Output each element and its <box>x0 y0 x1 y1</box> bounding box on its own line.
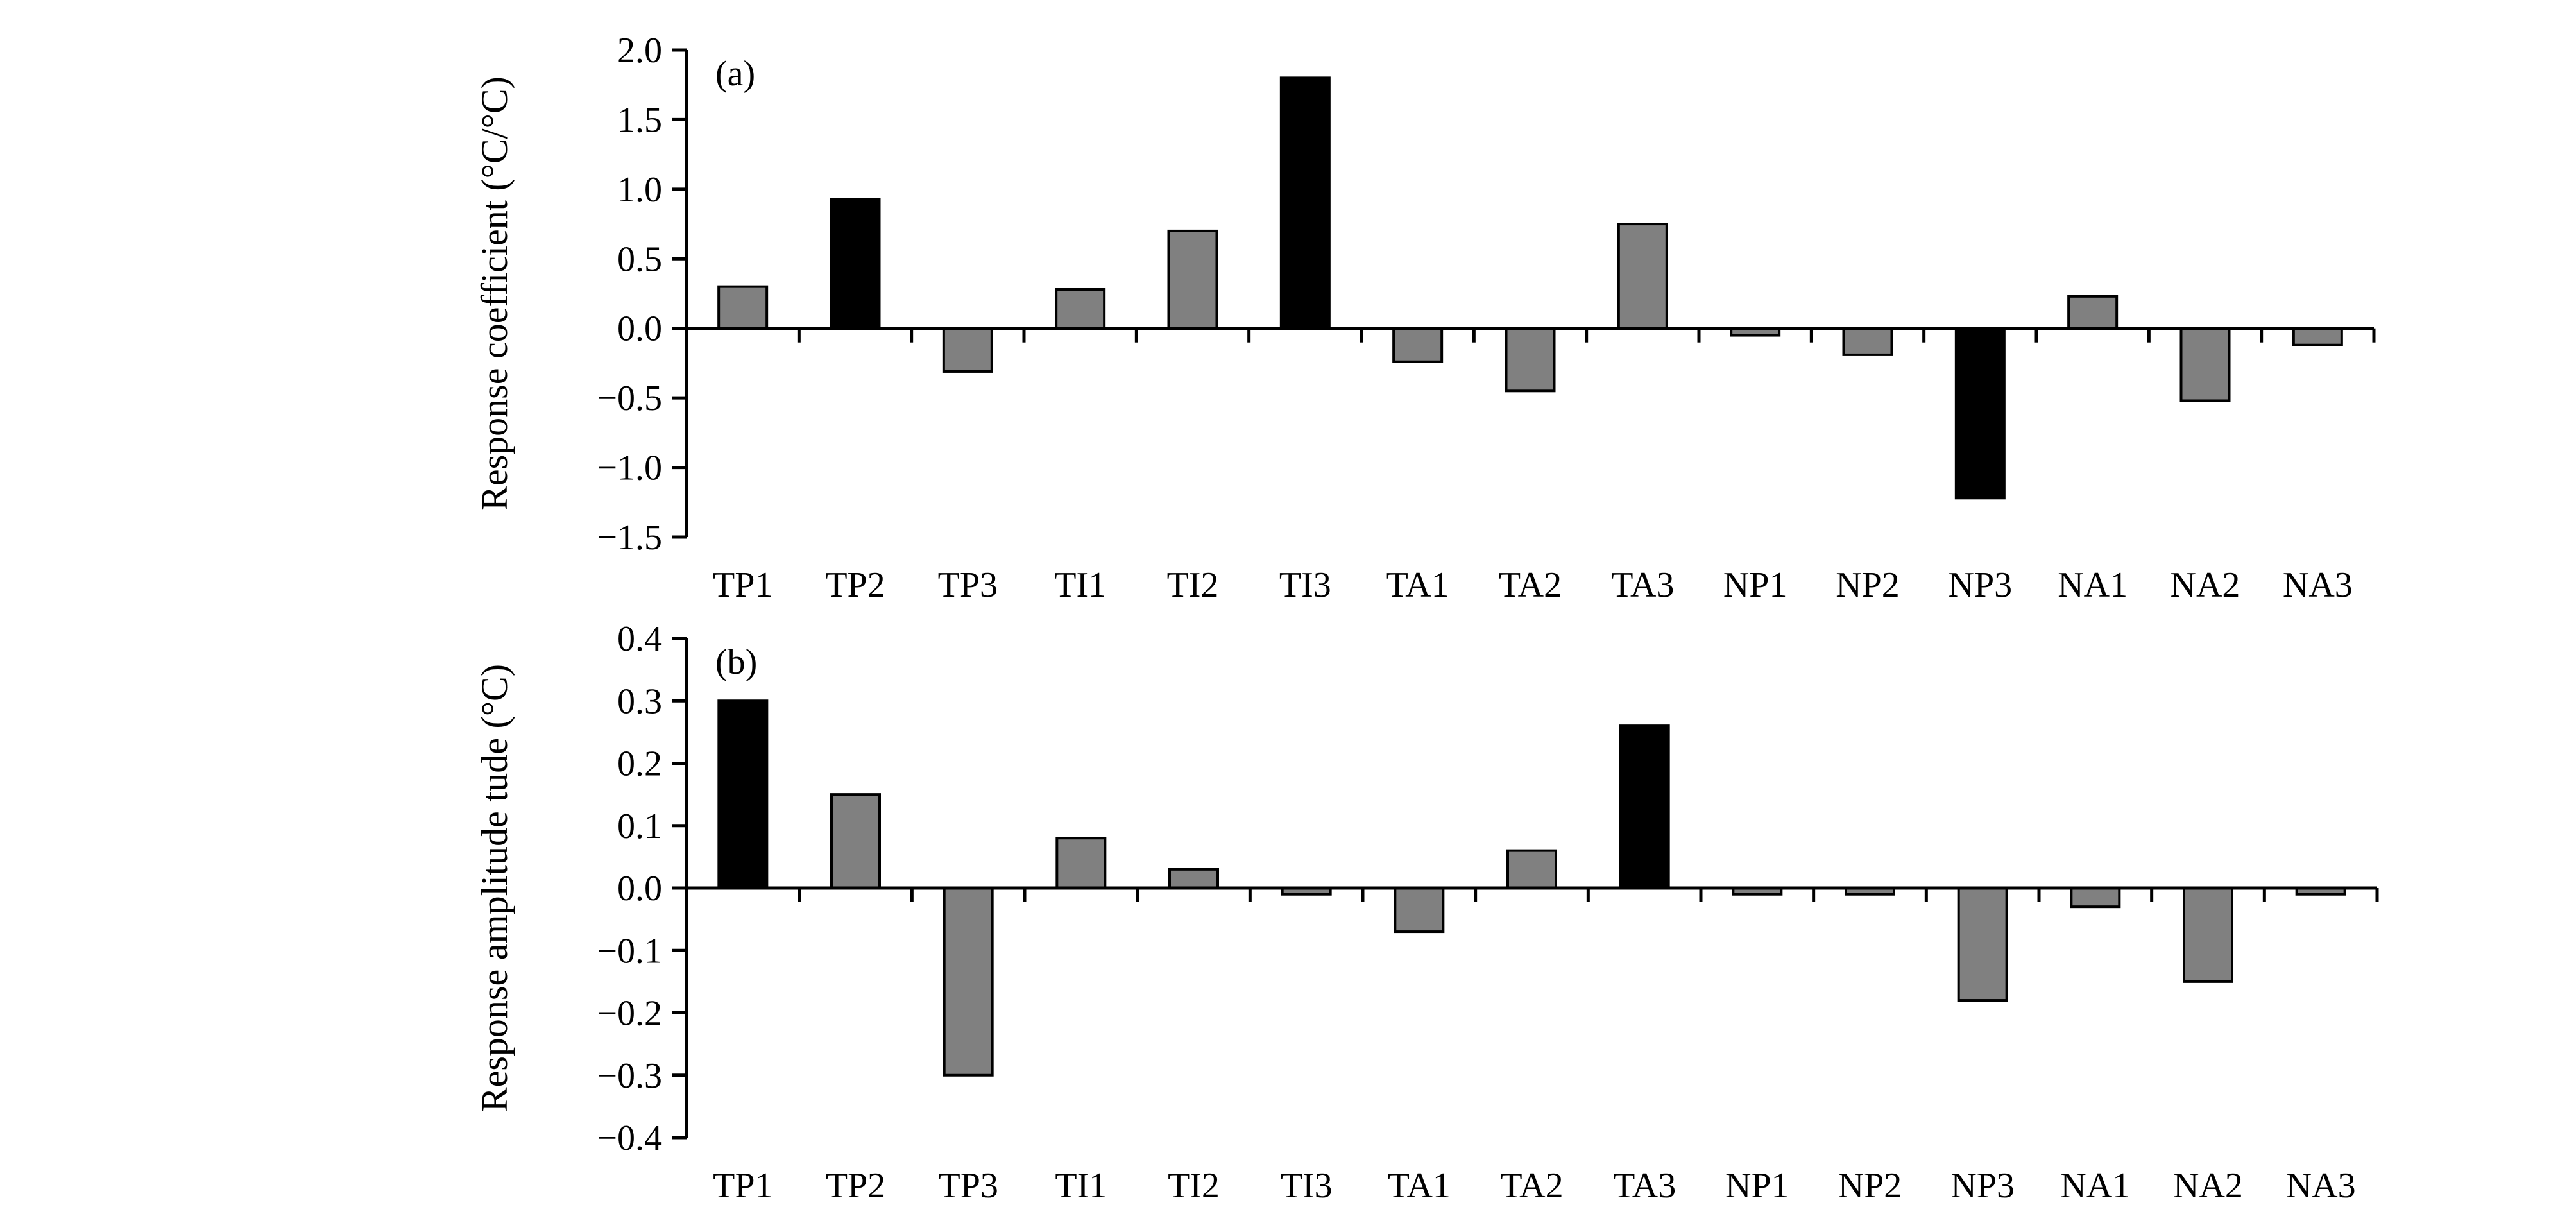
x-tick-label-b: NA2 <box>2173 1166 2243 1206</box>
x-tick-label-a: TP2 <box>825 565 885 605</box>
x-tick-label-b: TP1 <box>713 1166 772 1206</box>
y-tick-label-a: −1.0 <box>597 449 662 488</box>
bar-b-ti1 <box>1055 837 1107 889</box>
x-tick-label-b: NA3 <box>2286 1166 2356 1206</box>
bar-a-na1 <box>2067 295 2119 330</box>
bar-b-ta1 <box>1394 887 1445 934</box>
x-tick-label-b: NP2 <box>1838 1166 1902 1206</box>
y-tick-label-a: 2.0 <box>617 31 662 71</box>
x-tick-label-a: NP3 <box>1949 565 2013 605</box>
x-tick-label-a: TA3 <box>1611 565 1674 605</box>
y-tick-label-a: −1.5 <box>597 518 662 558</box>
y-tick-label-b: 0.4 <box>617 619 662 659</box>
x-tick-label-b: TI2 <box>1168 1166 1220 1206</box>
x-tick-label-b: TA1 <box>1388 1166 1451 1206</box>
y-tick-label-b: −0.2 <box>597 994 662 1034</box>
x-tick-label-b: TP2 <box>826 1166 885 1206</box>
bar-b-na2 <box>2183 887 2233 983</box>
bar-a-tp2 <box>830 198 881 330</box>
bar-b-ti2 <box>1168 868 1219 889</box>
y-tick-label-a: 1.0 <box>617 170 662 210</box>
bar-a-tp3 <box>942 327 993 373</box>
x-tick-label-a: TP3 <box>938 565 998 605</box>
bar-a-na3 <box>2292 327 2343 346</box>
bar-a-ta1 <box>1392 327 1444 363</box>
x-tick-label-a: NA3 <box>2283 565 2353 605</box>
bar-b-tp2 <box>830 793 881 889</box>
y-tick-label-b: 0.3 <box>617 681 662 721</box>
x-tick-label-b: TP3 <box>938 1166 998 1206</box>
bar-b-ta3 <box>1619 724 1670 890</box>
x-tick-label-a: TP1 <box>713 565 772 605</box>
bar-a-ta3 <box>1617 223 1668 330</box>
bar-a-na2 <box>2179 327 2231 402</box>
x-tick-label-a: TI3 <box>1279 565 1331 605</box>
y-tick-label-a: 0.0 <box>617 309 662 349</box>
bar-b-ta2 <box>1506 849 1557 890</box>
bar-a-np3 <box>1954 327 2006 500</box>
x-tick-label-a: TA1 <box>1386 565 1449 605</box>
x-tick-label-a: NP1 <box>1723 565 1787 605</box>
x-tick-label-a: NP2 <box>1836 565 1900 605</box>
x-tick-label-a: TI2 <box>1167 565 1219 605</box>
y-axis-label-b: Response amplitude tude (°C) <box>473 664 515 1112</box>
y-tick-label-b: −0.1 <box>597 931 662 971</box>
x-tick-label-b: NA1 <box>2060 1166 2130 1206</box>
y-tick-label-b: −0.3 <box>597 1056 662 1096</box>
bar-a-tp1 <box>717 285 769 330</box>
y-tick-label-b: 0.2 <box>617 744 662 784</box>
y-tick-label-a: 1.5 <box>617 100 662 140</box>
bar-a-ti2 <box>1167 229 1218 330</box>
y-tick-label-a: −0.5 <box>597 379 662 418</box>
x-tick-label-a: TI1 <box>1054 565 1106 605</box>
x-tick-label-a: NA2 <box>2171 565 2240 605</box>
x-tick-label-a: TA2 <box>1499 565 1562 605</box>
bar-b-tp3 <box>943 887 994 1077</box>
y-tick-label-b: 0.0 <box>617 869 662 909</box>
panel-label-b: (b) <box>715 642 757 682</box>
bar-a-np2 <box>1842 327 1893 356</box>
x-tick-label-b: TA2 <box>1500 1166 1563 1206</box>
x-tick-label-b: NP3 <box>1950 1166 2015 1206</box>
y-tick-label-b: −0.4 <box>597 1118 662 1158</box>
x-tick-label-b: TI1 <box>1055 1166 1107 1206</box>
x-tick-label-a: NA1 <box>2058 565 2128 605</box>
bar-a-ti1 <box>1055 287 1106 330</box>
bar-a-ta2 <box>1505 327 1556 393</box>
bar-b-np3 <box>1957 887 2008 1002</box>
chart-panel-b: 0.4 0.3 0.2 0.1 0.0 −0.1 −0.2 −0.3 −0.4 TP1 TP2 TP3… <box>473 619 2379 1206</box>
bar-b-tp1 <box>717 699 769 889</box>
panel-label-a: (a) <box>715 54 755 94</box>
bar-b-na1 <box>2070 887 2121 909</box>
x-tick-label-b: TA3 <box>1613 1166 1676 1206</box>
x-tick-label-b: TI3 <box>1281 1166 1333 1206</box>
x-tick-label-b: NP1 <box>1725 1166 1789 1206</box>
chart-panel-a: 2.0 1.5 1.0 0.5 0.0 −0.5 −1.0 −1.5 TP1 TP2 TP3 TI1 T… <box>473 31 2376 605</box>
y-tick-label-a: 0.5 <box>617 239 662 279</box>
y-tick-label-b: 0.1 <box>617 807 662 846</box>
bar-a-ti3 <box>1279 76 1331 330</box>
y-axis-label-a: Response coefficient (°C/°C) <box>473 76 515 511</box>
